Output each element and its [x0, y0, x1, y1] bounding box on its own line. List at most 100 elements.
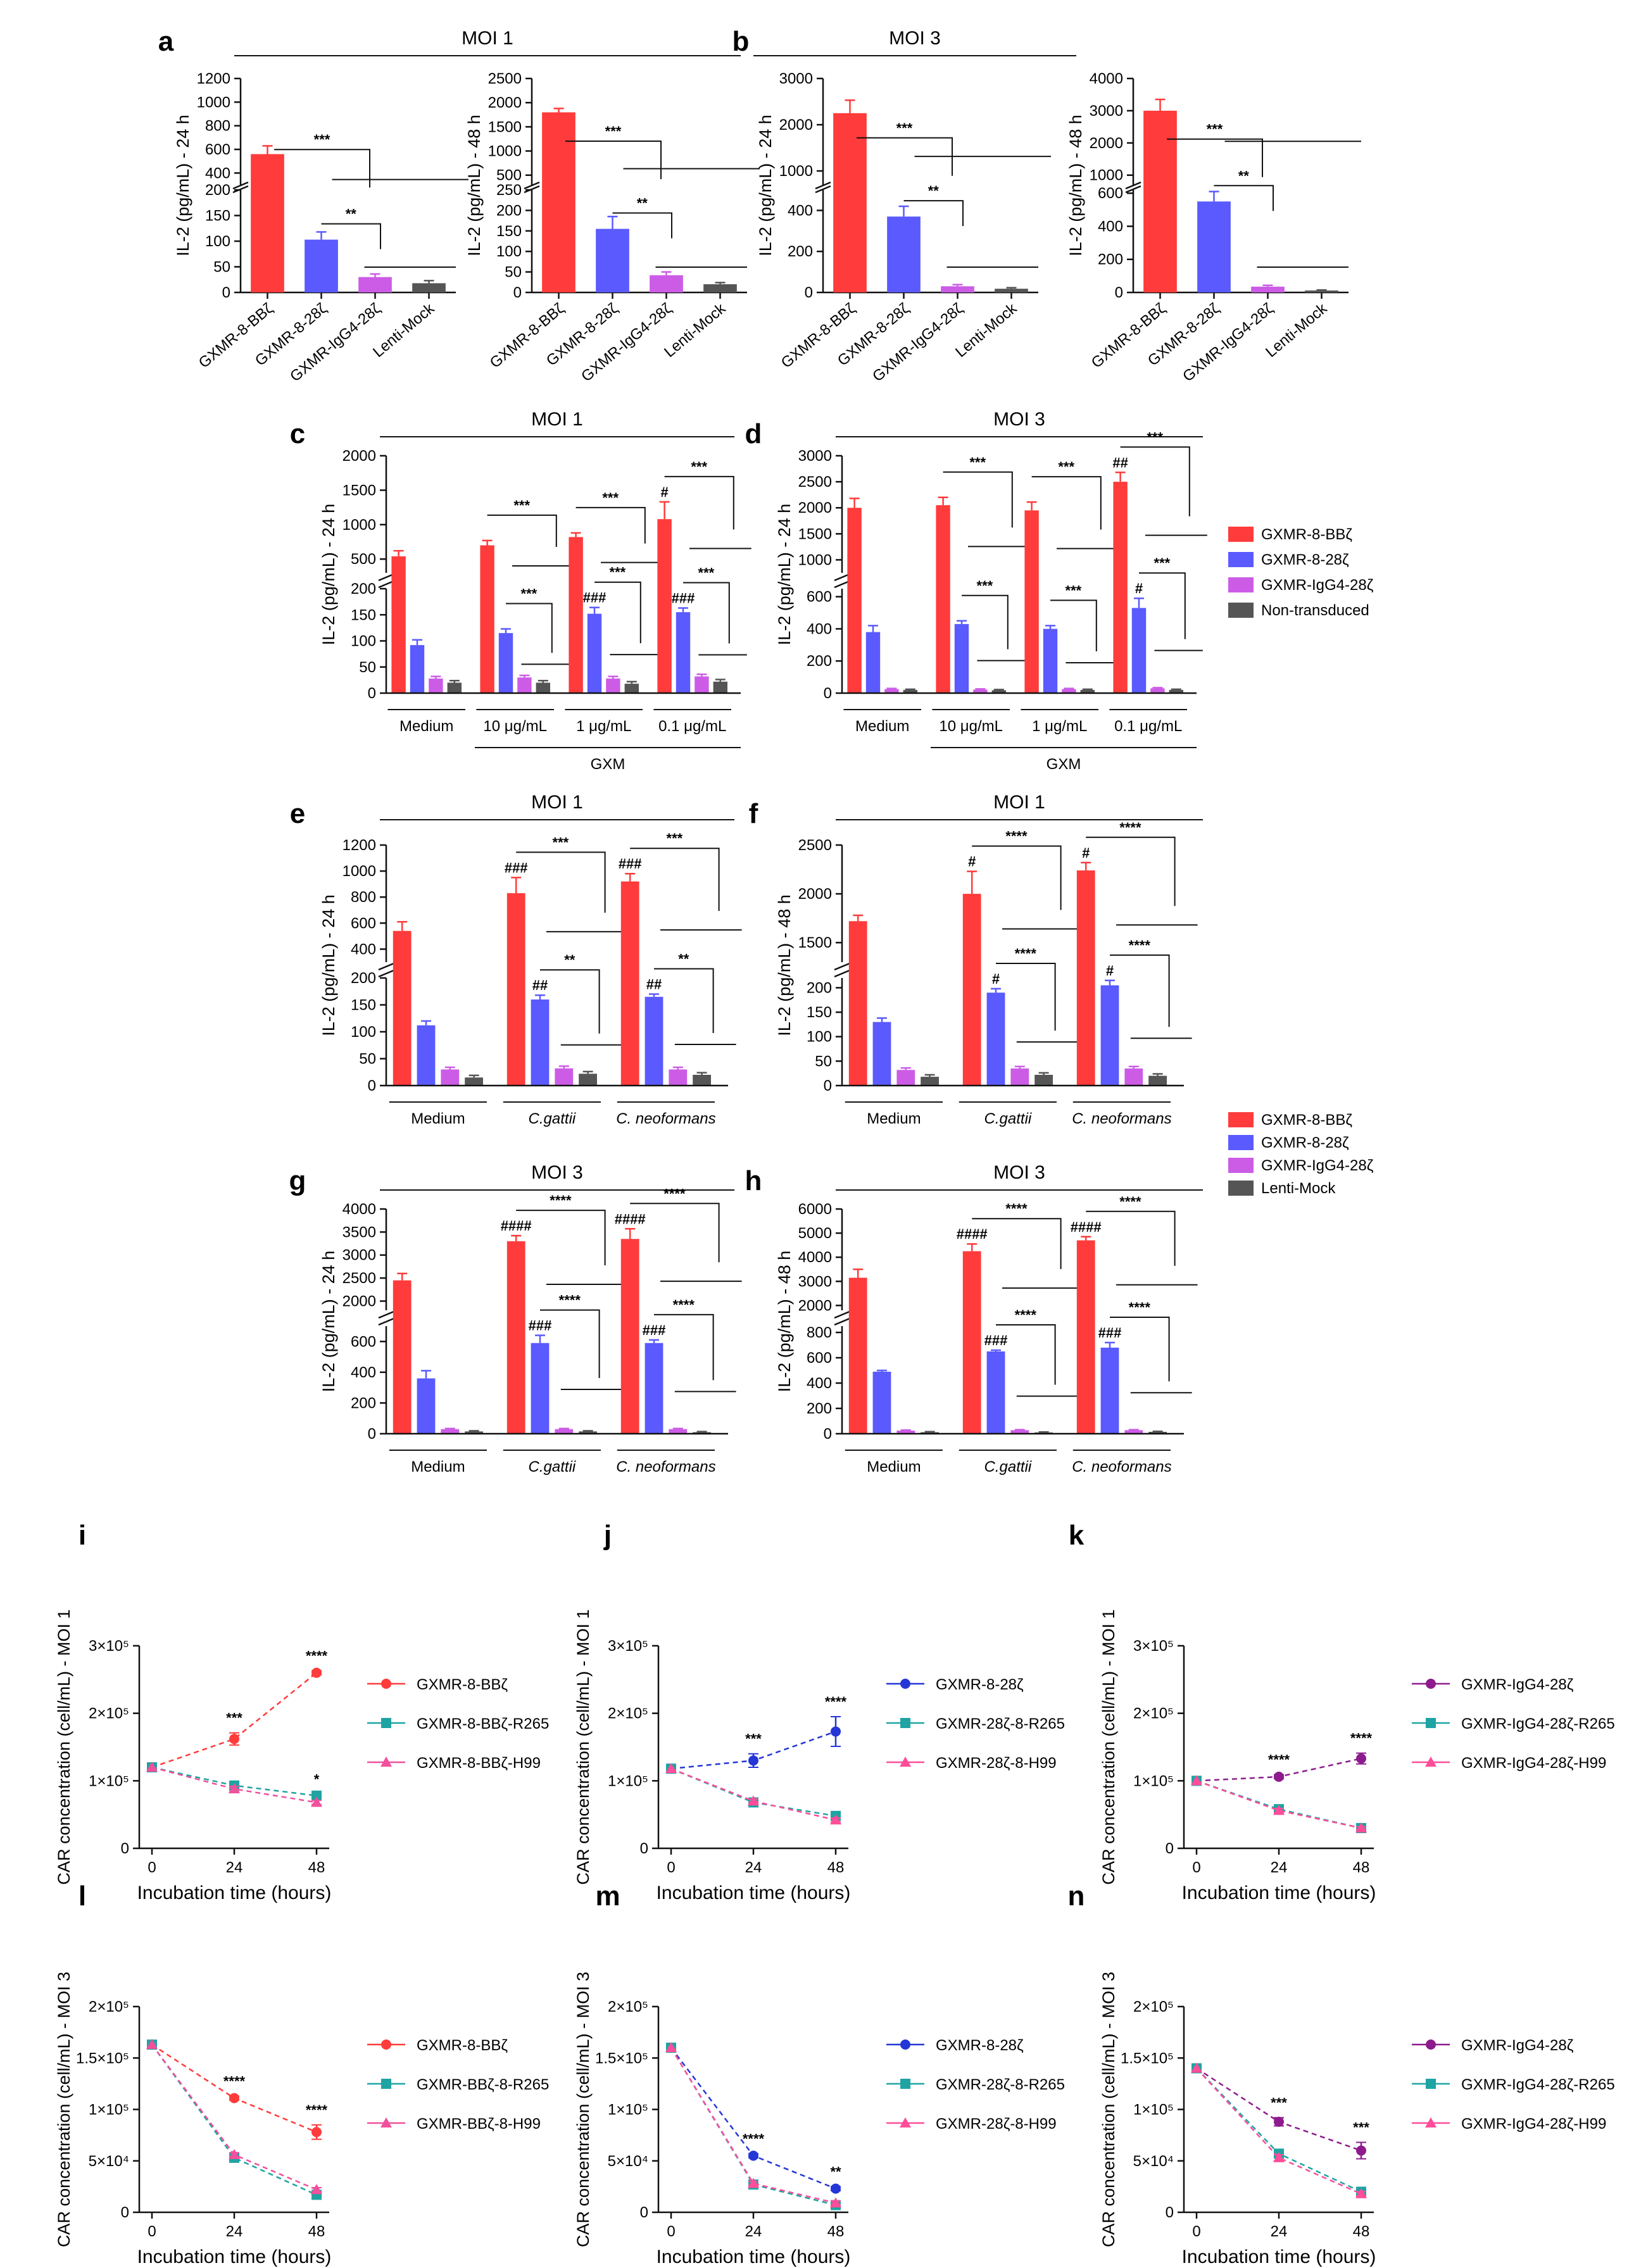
hash-mark-low: ## — [532, 977, 548, 993]
group-label: C.gattii — [984, 1110, 1032, 1127]
axis-break-mark — [378, 962, 394, 978]
legend-label: GXMR-8-BBζ — [417, 2037, 508, 2054]
significance-stars: *** — [553, 834, 569, 850]
y-tick-label: 400 — [788, 202, 813, 219]
bar — [517, 677, 532, 693]
series-line — [670, 2047, 836, 2204]
significance-stars: *** — [521, 586, 538, 602]
y-tick-label: 4000 — [343, 1201, 376, 1218]
y-tick-label: 1000 — [798, 551, 832, 568]
group-label: C.gattii — [984, 1458, 1032, 1475]
bar — [1062, 689, 1076, 693]
y-tick-label: 2500 — [798, 837, 832, 854]
legend-swatch — [1228, 1112, 1254, 1127]
significance-stars: **** — [1119, 1194, 1141, 1210]
hash-mark-high: #### — [1071, 1219, 1102, 1235]
legend-swatch — [1228, 603, 1254, 618]
panel-header-c: MOI 1 — [531, 409, 583, 430]
bar — [393, 1280, 412, 1434]
y-axis-title: CAR concentration (cell/mL) - MOI 1 — [54, 1609, 73, 1884]
y-tick-label: 5000 — [798, 1225, 832, 1242]
panel-header-h: MOI 3 — [993, 1162, 1045, 1183]
group-label: Medium — [855, 718, 909, 735]
bar — [1010, 1430, 1029, 1434]
x-axis-title: Incubation time (hours) — [137, 2246, 332, 2267]
legend-marker — [1426, 2079, 1436, 2089]
legend-label: GXMR-IgG4-28ζ — [1261, 1157, 1374, 1174]
bar — [569, 537, 583, 693]
bar — [305, 239, 338, 292]
bar — [417, 1378, 436, 1434]
bar — [1148, 1075, 1167, 1086]
hash-mark-high: #### — [957, 1226, 988, 1242]
x-tick-label: 48 — [308, 1859, 325, 1876]
chart-m: 0 5×10⁴ 1×10⁵ 1.5×10⁵ 2×10⁵ 0 24 48 Incubation t… — [574, 1972, 1065, 2267]
data-point — [1191, 2062, 1202, 2073]
y-tick-label: 1×10⁵ — [89, 2102, 129, 2119]
legend-swatch — [1228, 1181, 1254, 1196]
bar — [1124, 1430, 1143, 1434]
bar — [1251, 286, 1285, 292]
x-tick-label: 0 — [148, 1859, 156, 1876]
chart-i: 0 1×10⁵ 2×10⁵ 3×10⁵ 0 24 48 Incubation time (ho… — [54, 1609, 549, 1903]
bar — [1080, 689, 1095, 693]
significance-stars: *** — [1058, 459, 1074, 475]
y-tick-label: 3000 — [798, 1273, 832, 1290]
y-tick-label: 0 — [368, 1077, 376, 1094]
bar — [410, 645, 425, 693]
data-point — [1356, 1753, 1366, 1764]
significance-stars: *** — [602, 490, 619, 506]
significance-stars: **** — [1015, 946, 1037, 962]
legend-label: GXMR-IgG4-28ζ-R265 — [1461, 2076, 1615, 2093]
panel-label-j: j — [603, 1520, 612, 1551]
y-tick-label: 4000 — [1090, 70, 1123, 87]
y-tick-label: 50 — [359, 659, 376, 676]
legend-marker — [381, 2039, 391, 2050]
bar — [1043, 629, 1058, 693]
y-tick-label: 200 — [496, 202, 522, 219]
bar — [412, 283, 446, 292]
panel-label-d: d — [745, 418, 762, 449]
y-tick-label: 1.5×10⁵ — [76, 2050, 129, 2067]
y-tick-label: 600 — [807, 589, 832, 606]
x-tick-label: 24 — [745, 1859, 762, 1876]
bar — [713, 681, 727, 693]
group-label: C. neoformans — [616, 1458, 715, 1475]
significance-stars: *** — [1353, 2120, 1369, 2136]
bar — [986, 993, 1005, 1086]
y-tick-label: 2×10⁵ — [608, 1705, 648, 1722]
bar — [506, 1241, 525, 1434]
bar — [1148, 1432, 1167, 1434]
axis-break-mark — [378, 1310, 394, 1326]
significance-bracket — [540, 1309, 600, 1379]
y-tick-label: 200 — [788, 243, 813, 260]
y-tick-label: 200 — [1098, 251, 1123, 268]
significance-bracket — [654, 1313, 714, 1381]
data-point — [311, 1796, 322, 1807]
y-axis-title: CAR concentration (cell/mL) - MOI 1 — [1099, 1609, 1118, 1884]
group-label: Medium — [867, 1458, 921, 1475]
significance-stars: **** — [663, 1186, 686, 1201]
bar — [441, 1429, 460, 1434]
y-tick-label: 200 — [351, 580, 376, 598]
y-tick-label: 3500 — [343, 1224, 376, 1241]
axis-break-mark — [834, 962, 850, 978]
significance-bracket — [1120, 446, 1190, 517]
data-point — [748, 1755, 758, 1766]
bar — [1010, 1068, 1029, 1086]
data-point — [1355, 1822, 1367, 1833]
y-tick-label: 5×10⁴ — [1133, 2153, 1174, 2170]
data-point — [830, 2197, 841, 2208]
significance-bracket — [1110, 954, 1170, 1027]
y-tick-label: 100 — [351, 633, 376, 650]
significance-bracket — [506, 603, 553, 653]
bar — [1076, 1240, 1095, 1434]
legend-marker — [1425, 2117, 1437, 2127]
legend-label: GXMR-IgG4-28ζ — [1461, 2037, 1574, 2054]
significance-bracket — [664, 475, 734, 530]
significance-stars: **** — [559, 1293, 581, 1308]
bar — [986, 1351, 1005, 1434]
data-point — [748, 1795, 759, 1806]
y-tick-label: 200 — [807, 979, 832, 996]
significance-stars: ** — [564, 952, 575, 968]
